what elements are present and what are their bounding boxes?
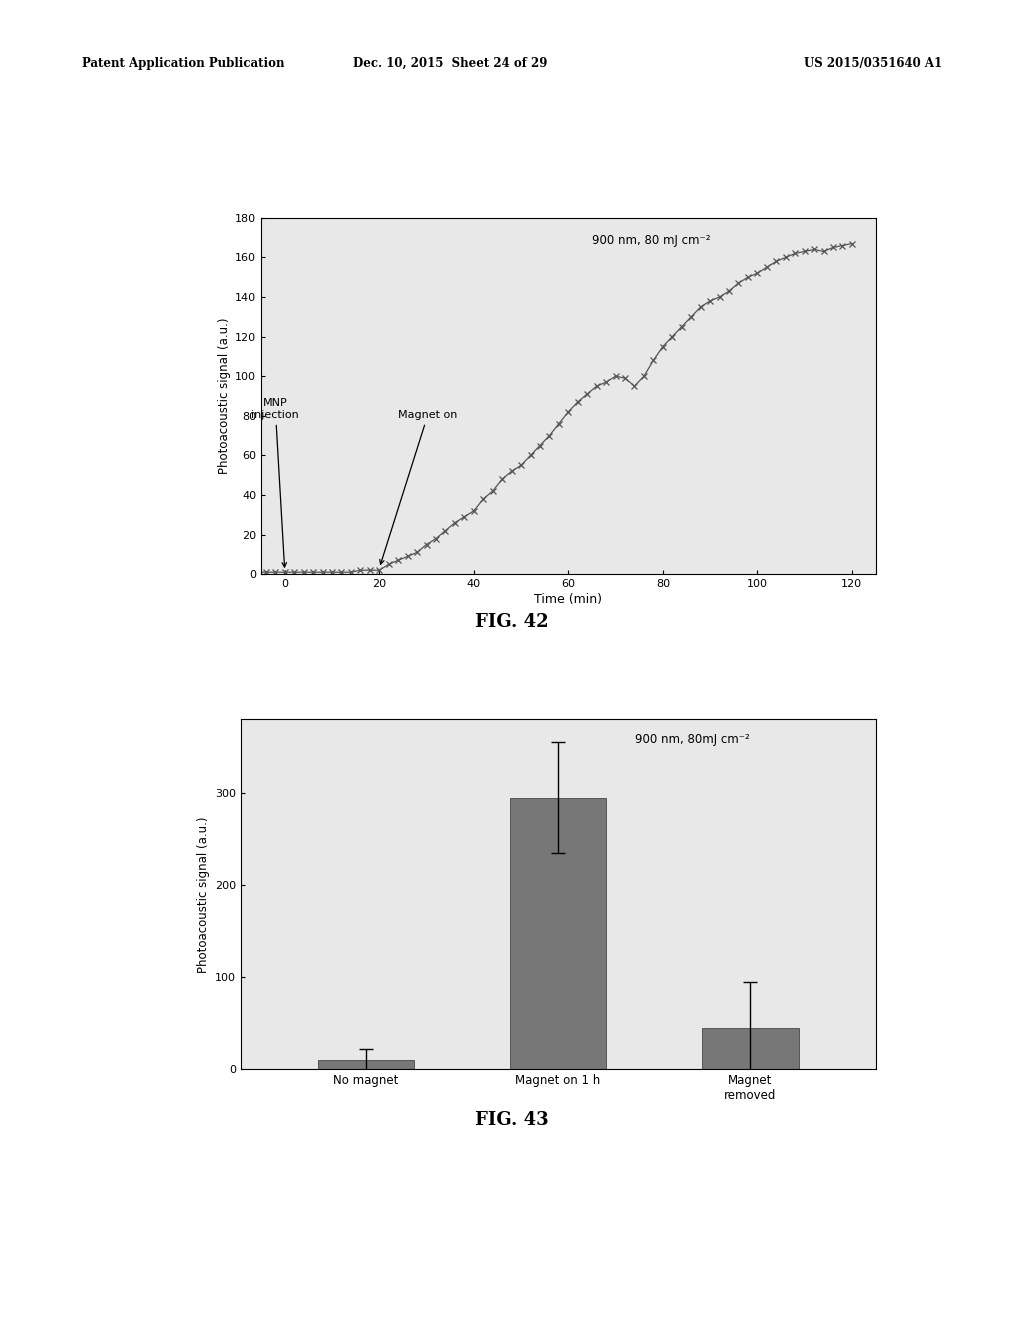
Text: 900 nm, 80 mJ cm⁻²: 900 nm, 80 mJ cm⁻² (592, 234, 711, 247)
Text: US 2015/0351640 A1: US 2015/0351640 A1 (804, 57, 942, 70)
Y-axis label: Photoacoustic signal (a.u.): Photoacoustic signal (a.u.) (198, 816, 211, 973)
Text: Dec. 10, 2015  Sheet 24 of 29: Dec. 10, 2015 Sheet 24 of 29 (353, 57, 548, 70)
X-axis label: Time (min): Time (min) (535, 593, 602, 606)
Text: FIG. 43: FIG. 43 (475, 1110, 549, 1129)
Text: FIG. 42: FIG. 42 (475, 612, 549, 631)
Text: 900 nm, 80mJ cm⁻²: 900 nm, 80mJ cm⁻² (635, 733, 750, 746)
Text: Patent Application Publication: Patent Application Publication (82, 57, 285, 70)
Y-axis label: Photoacoustic signal (a.u.): Photoacoustic signal (a.u.) (218, 318, 231, 474)
Bar (317, 1060, 414, 1069)
Bar (702, 1028, 799, 1069)
Bar (510, 797, 606, 1069)
Text: MNP
injection: MNP injection (252, 399, 299, 568)
Text: Magnet on: Magnet on (380, 409, 458, 564)
